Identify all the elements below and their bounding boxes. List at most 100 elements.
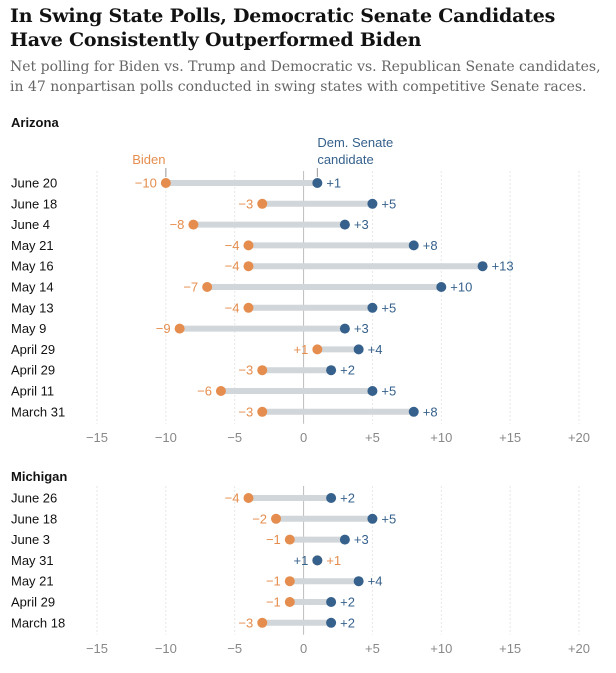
biden-dot xyxy=(160,178,171,188)
dem-value-label: +4 xyxy=(368,574,383,589)
biden-value-label: +1 xyxy=(326,553,341,568)
biden-value-label: −4 xyxy=(225,300,240,315)
dem-dot xyxy=(312,555,323,566)
row-date-label: April 29 xyxy=(11,595,55,610)
biden-value-label: −8 xyxy=(170,217,185,232)
row-date-label: May 13 xyxy=(11,300,54,315)
dem-value-label: +2 xyxy=(340,363,355,378)
biden-value-label: −3 xyxy=(238,404,253,419)
dem-value-label: +5 xyxy=(381,511,396,526)
x-tick-label: −15 xyxy=(86,641,108,656)
row-date-label: May 31 xyxy=(11,553,54,568)
dem-dot xyxy=(477,261,488,272)
biden-value-label: −9 xyxy=(156,321,171,336)
biden-value-label: −7 xyxy=(183,280,198,295)
x-tick-label: 0 xyxy=(300,641,307,656)
dem-dot xyxy=(353,344,364,355)
row-date-label: May 21 xyxy=(11,574,54,589)
dem-dot xyxy=(367,302,378,313)
biden-dot xyxy=(243,261,254,272)
biden-dot xyxy=(284,597,295,607)
biden-dot xyxy=(257,365,268,376)
row-date-label: June 4 xyxy=(11,217,50,232)
panel-title: Arizona xyxy=(11,115,59,130)
biden-dot xyxy=(284,576,295,587)
biden-dot xyxy=(243,493,254,503)
dem-dot xyxy=(339,219,350,230)
biden-value-label: −2 xyxy=(252,511,267,526)
row-date-label: May 21 xyxy=(11,238,54,253)
dem-value-label: +8 xyxy=(423,238,438,253)
dem-value-label: +5 xyxy=(381,384,396,399)
chart-title: In Swing State Polls, Democratic Senate … xyxy=(10,5,556,51)
dem-dot xyxy=(339,323,350,334)
dem-value-label: +2 xyxy=(340,491,355,506)
dem-value-label: +4 xyxy=(368,342,383,357)
biden-dot xyxy=(257,617,268,628)
biden-dot xyxy=(284,534,295,545)
dem-value-label: +2 xyxy=(340,615,355,630)
biden-value-label: −4 xyxy=(225,491,240,506)
x-tick-label: −10 xyxy=(155,641,177,656)
dem-value-label: +3 xyxy=(354,321,369,336)
x-tick-label: +10 xyxy=(430,430,452,445)
biden-dot xyxy=(243,302,254,313)
biden-value-label: −4 xyxy=(225,259,240,274)
dem-value-label: +10 xyxy=(450,280,472,295)
dem-value-label: +13 xyxy=(492,259,514,274)
x-tick-label: +10 xyxy=(430,641,452,656)
row-date-label: June 26 xyxy=(11,491,57,506)
dem-dot xyxy=(408,406,419,417)
chart-subtitle: Net polling for Biden vs. Trump and Demo… xyxy=(10,59,601,95)
row-date-label: March 31 xyxy=(11,404,65,419)
dem-value-label: +2 xyxy=(340,595,355,610)
biden-dot xyxy=(271,513,282,524)
biden-value-label: −6 xyxy=(197,384,212,399)
biden-dot xyxy=(312,344,323,355)
biden-value-label: +1 xyxy=(294,342,309,357)
x-tick-label: +20 xyxy=(568,430,590,445)
dem-value-label: +5 xyxy=(381,196,396,211)
row-date-label: June 3 xyxy=(11,532,50,547)
x-tick-label: −5 xyxy=(227,430,242,445)
row-date-label: May 16 xyxy=(11,259,54,274)
x-tick-label: −5 xyxy=(227,641,242,656)
dem-value-label: +1 xyxy=(294,553,309,568)
row-date-label: April 11 xyxy=(11,384,54,399)
x-tick-label: 0 xyxy=(300,430,307,445)
dem-dot xyxy=(353,576,364,587)
legend-biden: Biden xyxy=(132,152,165,167)
dem-dot xyxy=(436,282,447,292)
dem-value-label: +5 xyxy=(381,300,396,315)
row-date-label: May 9 xyxy=(11,321,46,336)
dem-dot xyxy=(339,534,350,545)
dem-dot xyxy=(326,365,337,376)
dem-value-label: +3 xyxy=(354,532,369,547)
row-date-label: June 20 xyxy=(11,176,57,191)
biden-dot xyxy=(174,323,185,334)
biden-value-label: −10 xyxy=(135,176,157,191)
x-tick-label: +5 xyxy=(365,430,380,445)
row-date-label: June 18 xyxy=(11,196,57,211)
x-tick-label: −10 xyxy=(155,430,177,445)
legend-dem: candidate xyxy=(317,152,373,167)
biden-dot xyxy=(215,386,226,396)
x-tick-label: +15 xyxy=(499,641,521,656)
dem-dot xyxy=(367,386,378,396)
biden-value-label: −3 xyxy=(238,615,253,630)
biden-value-label: −1 xyxy=(266,574,281,589)
dem-dot xyxy=(326,597,337,607)
row-date-label: April 29 xyxy=(11,342,55,357)
legend-dem: Dem. Senate xyxy=(317,135,393,150)
row-date-label: April 29 xyxy=(11,363,55,378)
biden-value-label: −3 xyxy=(238,196,253,211)
biden-dot xyxy=(188,219,199,230)
panel-title: Michigan xyxy=(11,469,67,484)
x-tick-label: +20 xyxy=(568,641,590,656)
dem-dot xyxy=(312,178,323,188)
row-date-label: May 14 xyxy=(11,280,54,295)
x-tick-label: +15 xyxy=(499,430,521,445)
biden-value-label: −1 xyxy=(266,532,281,547)
biden-value-label: −3 xyxy=(238,363,253,378)
dem-value-label: +1 xyxy=(326,176,341,191)
